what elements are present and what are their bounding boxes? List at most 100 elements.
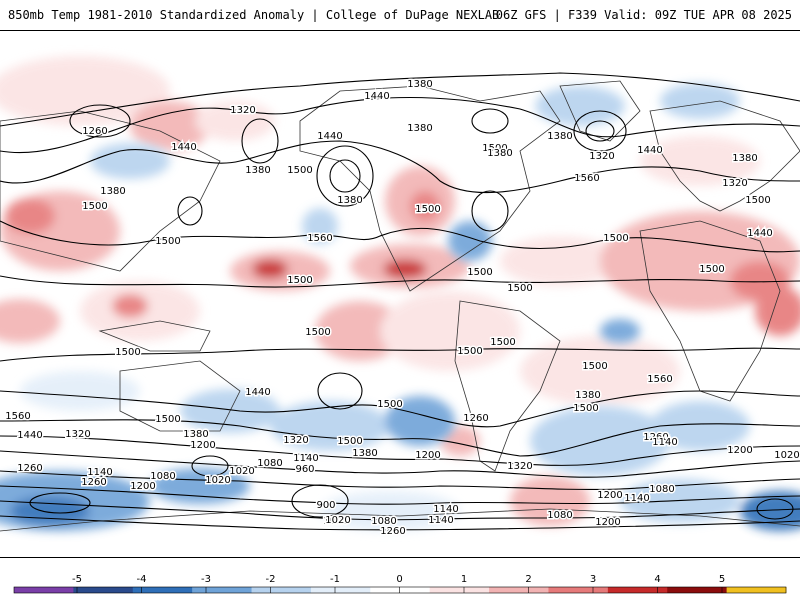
contour-label: 1260 <box>17 463 42 474</box>
contour-label: 1560 <box>5 411 30 422</box>
anomaly-map: 1320 1380 1440 1260 1380 1440 1500 1320 … <box>0 30 800 558</box>
title-bar: 850mb Temp 1981-2010 Standardized Anomal… <box>0 0 800 30</box>
colorbar-tick-label: 2 <box>525 574 531 585</box>
contour-label: 1200 <box>597 490 622 501</box>
colorbar-swatch <box>14 587 74 593</box>
contour-label: 1440 <box>317 131 342 142</box>
model-valid-time: 06Z GFS | F339 Valid: 09Z TUE APR 08 202… <box>495 8 792 22</box>
colorbar-tick-label: -4 <box>137 574 147 585</box>
contour-label: 1500 <box>337 436 362 447</box>
contour-label: 1560 <box>647 374 672 385</box>
contour-label: 1020 <box>774 450 799 461</box>
colorbar-tick-label: 0 <box>396 574 402 585</box>
contour-label: 1500 <box>115 347 140 358</box>
contour-label: 1080 <box>649 484 674 495</box>
contour-label: 1380 <box>245 165 270 176</box>
contour-label: 1140 <box>652 437 677 448</box>
contour-label: 1500 <box>745 195 770 206</box>
colorbar-tick-label: -1 <box>330 574 340 585</box>
colorbar-swatch <box>192 587 253 593</box>
contour-label: 1020 <box>229 466 254 477</box>
contour-label: 1560 <box>574 173 599 184</box>
contour-label: 1440 <box>637 145 662 156</box>
contour-label: 1200 <box>727 445 752 456</box>
contour-label: 1380 <box>337 195 362 206</box>
contour-label: 1380 <box>100 186 125 197</box>
map-svg: 1320 1380 1440 1260 1380 1440 1500 1320 … <box>0 56 800 539</box>
colorbar-tick-label: 1 <box>461 574 467 585</box>
contour-label: 1320 <box>230 105 255 116</box>
contour-label: 1140 <box>293 453 318 464</box>
contour-label: 1380 <box>407 79 432 90</box>
contour-label: 1260 <box>643 432 668 443</box>
colorbar-swatch <box>548 587 609 593</box>
contour-label: 1260 <box>82 126 107 137</box>
contour-label: 1500 <box>155 236 180 247</box>
colorbar-tick-label: -3 <box>201 574 211 585</box>
colorbar-swatches <box>13 586 787 594</box>
colorbar-tick-label: 5 <box>719 574 725 585</box>
contour-label: 1440 <box>747 228 772 239</box>
contour-label: 1020 <box>323 516 348 527</box>
colorbar-tick-label: 3 <box>590 574 596 585</box>
contour-label: 1080 <box>257 458 282 469</box>
contour-label: 1440 <box>17 430 42 441</box>
contour-label: 1380 <box>575 390 600 401</box>
contour-label: 1500 <box>287 165 312 176</box>
colorbar-frame <box>13 586 787 594</box>
contour-label: 1500 <box>490 337 515 348</box>
contour-label: 1260 <box>380 526 405 537</box>
contour-label: 1200 <box>595 517 620 528</box>
colorbar-tick-label: -5 <box>72 574 82 585</box>
map-title: 850mb Temp 1981-2010 Standardized Anomal… <box>8 8 500 22</box>
contour-label: 1380 <box>352 448 377 459</box>
contour-label: 1320 <box>507 461 532 472</box>
anomaly-shading <box>0 56 800 531</box>
colorbar-tick-labels: -5 -4 -3 -2 -1 0 1 2 3 4 5 <box>72 574 725 593</box>
height-contours <box>0 72 800 531</box>
contour-label: 1080 <box>547 510 572 521</box>
colorbar-swatch <box>667 587 728 593</box>
contour-label: 1200 <box>415 450 440 461</box>
contour-label: 1320 <box>65 429 90 440</box>
contour-label: 1140 <box>433 504 458 515</box>
colorbar-svg: -5 -4 -3 -2 -1 0 1 2 3 4 5 <box>13 574 787 594</box>
contour-label: 1500 <box>377 399 402 410</box>
contour-label: 1080 <box>150 471 175 482</box>
contour-label: 1500 <box>415 204 440 215</box>
contour-label: 1500 <box>573 403 598 414</box>
contour-label: 1500 <box>482 143 507 154</box>
colorbar-tick-label: -2 <box>266 574 276 585</box>
contour-labels: 1320 1380 1440 1260 1380 1440 1500 1320 … <box>4 78 800 539</box>
colorbar-swatch <box>132 587 193 593</box>
colorbar-swatch <box>370 587 431 593</box>
contour-label: 1500 <box>467 267 492 278</box>
contour-label: 1500 <box>305 327 330 338</box>
contour-label: 1500 <box>582 361 607 372</box>
contour-label: 1320 <box>722 178 747 189</box>
colorbar-swatch <box>429 587 490 593</box>
contour-label: 1560 <box>307 233 332 244</box>
contour-label: 1200 <box>130 481 155 492</box>
colorbar-swatch <box>251 587 312 593</box>
contour-label: 1260 <box>463 413 488 424</box>
colorbar-swatch <box>310 587 371 593</box>
colorbar-swatch <box>607 587 668 593</box>
contour-label: 1380 <box>547 131 572 142</box>
contour-label: 1500 <box>507 283 532 294</box>
contour-label: 1500 <box>287 275 312 286</box>
contour-label: 1020 <box>325 515 350 526</box>
contour-label: 1440 <box>245 387 270 398</box>
contour-label: 1320 <box>283 435 308 446</box>
colorbar-swatch <box>489 587 549 593</box>
contour-label: 1500 <box>603 233 628 244</box>
contour-label: 1380 <box>407 123 432 134</box>
contour-label: 1500 <box>155 414 180 425</box>
contour-label: 1140 <box>428 515 453 526</box>
contour-label: 900 <box>316 500 335 511</box>
contour-label: 1140 <box>624 493 649 504</box>
contour-label: 1140 <box>87 467 112 478</box>
contour-label: 1380 <box>487 148 512 159</box>
contour-label: 1200 <box>190 440 215 451</box>
colorbar-swatch <box>726 587 787 593</box>
